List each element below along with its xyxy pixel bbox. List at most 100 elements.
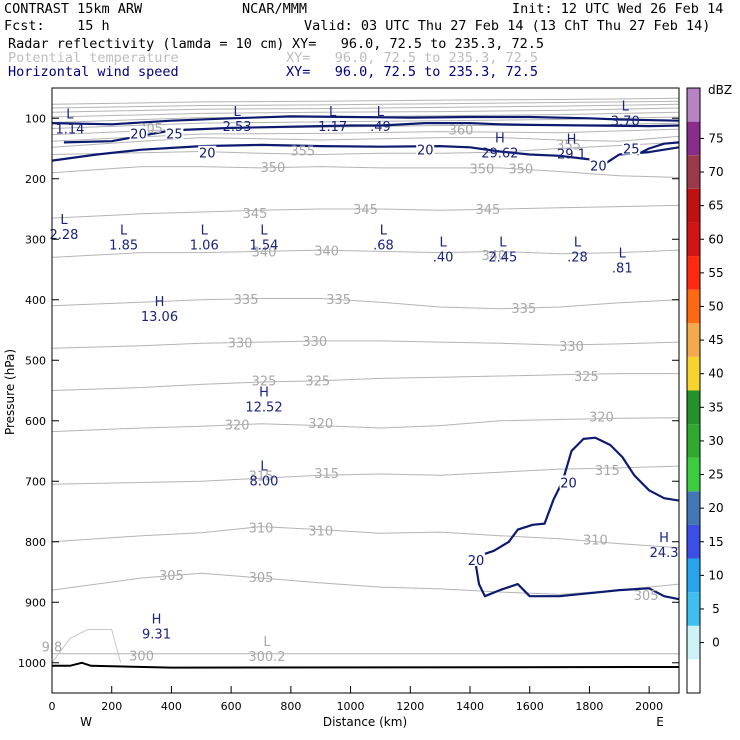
colorbar-level: 35 bbox=[708, 400, 723, 414]
theta-contour-400 bbox=[52, 97, 679, 105]
theta-contour-315 bbox=[52, 465, 679, 485]
theta-label: 320 bbox=[589, 411, 614, 426]
wind-label: 20 bbox=[590, 159, 607, 174]
forecast-hour: Fcst: 15 h bbox=[4, 18, 110, 34]
theta-label: 305 bbox=[249, 571, 274, 586]
colorbar-level: 65 bbox=[708, 199, 723, 213]
y-tick-label: 900 bbox=[25, 596, 46, 609]
wind-label: 20 bbox=[199, 147, 216, 162]
extremum-marker: L bbox=[260, 459, 268, 474]
colorbar-segment bbox=[687, 121, 700, 156]
colorbar-level: 10 bbox=[708, 568, 723, 582]
extremum-marker: H bbox=[495, 132, 505, 147]
colorbar-segment bbox=[687, 625, 700, 660]
extremum-marker: L bbox=[260, 223, 268, 238]
theta-label: 305 bbox=[634, 589, 659, 604]
init-time: Init: 12 UTC Wed 26 Feb 14 bbox=[512, 1, 724, 17]
x-tick-label: 0 bbox=[49, 700, 56, 713]
theta-contour-385 bbox=[52, 107, 679, 118]
theta-contour-325 bbox=[52, 373, 679, 391]
extremum-value: 2.45 bbox=[488, 251, 517, 266]
colorbar-level: 75 bbox=[708, 131, 723, 145]
extremum-value: 1.14 bbox=[55, 122, 84, 137]
extremum-marker: H bbox=[259, 386, 269, 401]
colorbar-segment bbox=[687, 289, 700, 324]
colorbar-segment bbox=[687, 88, 700, 122]
extremum-marker: L bbox=[66, 107, 74, 122]
colorbar-level: 45 bbox=[708, 333, 723, 347]
x-tick-label: 1400 bbox=[456, 700, 484, 713]
extremum-value: 2.53 bbox=[223, 120, 252, 135]
theta-label: 330 bbox=[559, 340, 584, 355]
colorbar-segment bbox=[687, 155, 700, 189]
colorbar-level: 15 bbox=[708, 535, 723, 549]
theta-label: 325 bbox=[252, 374, 277, 389]
extremum-marker: L bbox=[440, 236, 448, 251]
extremum-value: .40 bbox=[433, 251, 454, 266]
theta-label: 350 bbox=[470, 163, 495, 178]
extremum-marker: L bbox=[120, 223, 128, 238]
wind-label-bg bbox=[559, 475, 578, 489]
plot-frame bbox=[51, 87, 680, 694]
wind-label-bg bbox=[622, 141, 641, 155]
theta-label: 345 bbox=[476, 203, 501, 218]
y-tick-label: 200 bbox=[25, 173, 46, 186]
y-axis-label: Pressure (hPa) bbox=[3, 349, 17, 435]
extremum-value: 29.1 bbox=[557, 148, 586, 163]
theta-label: 340 bbox=[481, 249, 506, 264]
colorbar-level: 30 bbox=[708, 434, 723, 448]
x-tick-label: 1800 bbox=[575, 700, 603, 713]
field-reflectivity-name: Radar reflectivity (lamda = 10 cm) bbox=[8, 36, 285, 52]
wind-label-bg bbox=[416, 142, 435, 156]
colorbar-segment bbox=[687, 491, 700, 525]
colorbar-segment bbox=[687, 457, 700, 492]
extremum-value: .28 bbox=[567, 251, 588, 266]
x-tick-label: 1000 bbox=[337, 700, 365, 713]
theta-contour-390 bbox=[52, 103, 679, 113]
extremum-value: 13.06 bbox=[141, 310, 178, 325]
x-endpoint-west: W bbox=[80, 715, 92, 729]
extremum-value: 2.28 bbox=[49, 228, 78, 243]
extremum-value: 9.31 bbox=[142, 627, 171, 642]
theta-label: 360 bbox=[449, 123, 474, 138]
extremum-marker: L bbox=[201, 223, 209, 238]
extremum-marker: L bbox=[622, 99, 630, 114]
x-tick-label: 1600 bbox=[516, 700, 544, 713]
colorbar-segment bbox=[687, 222, 700, 257]
extremum-marker: L bbox=[619, 246, 627, 261]
extremum-value: 29.62 bbox=[481, 147, 518, 162]
theta-label: 330 bbox=[302, 335, 327, 350]
colorbar-segment bbox=[687, 256, 700, 290]
theta-label: 350 bbox=[508, 163, 533, 178]
field-wind-xy: XY= 96.0, 72.5 to 235.3, 72.5 bbox=[286, 64, 538, 80]
wind-contour-20-3 bbox=[636, 141, 679, 156]
colorbar-segment bbox=[687, 356, 700, 391]
colorbar-segment bbox=[687, 524, 700, 559]
extremum-marker: H bbox=[152, 612, 162, 627]
colorbar-level: 20 bbox=[708, 501, 723, 515]
theta-label: 345 bbox=[353, 203, 378, 218]
colorbar-level: 40 bbox=[708, 367, 723, 381]
theta-label: 340 bbox=[314, 244, 339, 259]
wind-contour-20-5 bbox=[466, 436, 679, 561]
extremum-value: 8.00 bbox=[250, 474, 279, 489]
theta-label: 335 bbox=[326, 293, 351, 308]
wind-contour-25-0 bbox=[52, 115, 679, 126]
colorbar-segment bbox=[687, 188, 700, 223]
ground-line bbox=[52, 661, 679, 669]
extremum-marker: L bbox=[263, 635, 271, 650]
theta-contour-305 bbox=[52, 572, 679, 595]
extremum-value: 24.3 bbox=[650, 546, 679, 561]
theta-label: 320 bbox=[225, 419, 250, 434]
colorbar-level: 50 bbox=[708, 299, 723, 313]
extremum-value: 1.54 bbox=[250, 238, 279, 253]
field-theta-name: Potential temperature bbox=[8, 50, 179, 66]
theta-label: 345 bbox=[243, 207, 268, 222]
wind-label: 20 bbox=[417, 144, 434, 159]
y-tick-label: 100 bbox=[25, 112, 46, 125]
extremum-value: 3.70 bbox=[611, 114, 640, 129]
theta-label: 310 bbox=[308, 524, 333, 539]
extremum-marker: H bbox=[567, 133, 577, 148]
colorbar-frame bbox=[686, 87, 701, 694]
wind-label: 20 bbox=[560, 476, 577, 491]
